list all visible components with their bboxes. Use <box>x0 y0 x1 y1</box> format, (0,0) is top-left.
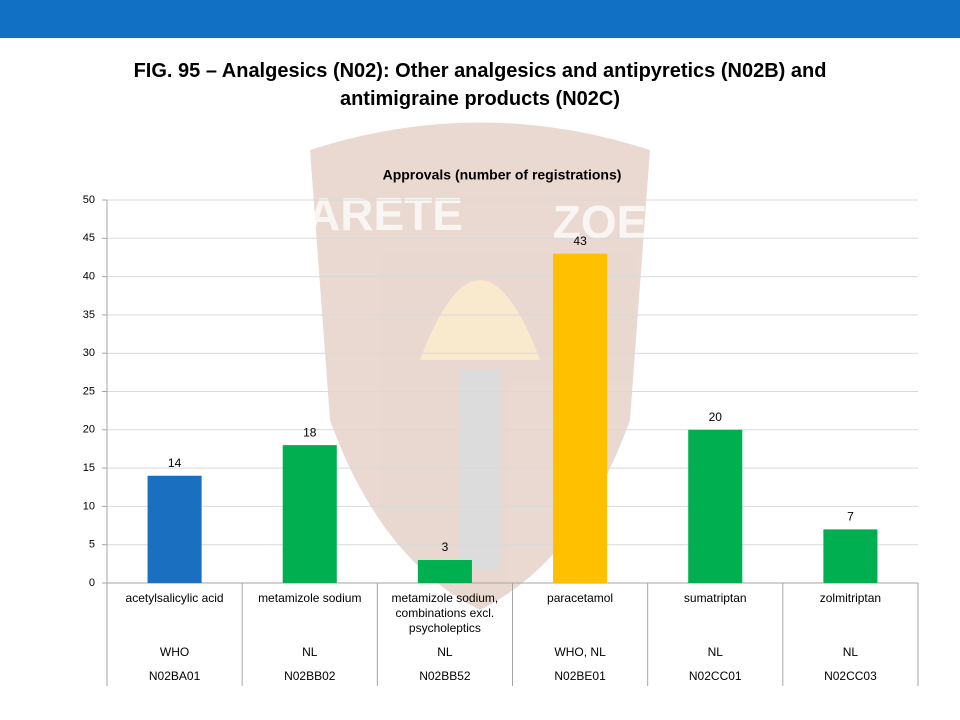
y-tick-label: 25 <box>83 385 95 397</box>
code-label: N02CC01 <box>689 669 742 683</box>
x-tick-label: paracetamol <box>547 591 613 605</box>
x-tick-label: sumatriptan <box>684 591 747 605</box>
y-tick-label: 5 <box>89 539 95 551</box>
code-label: N02CC03 <box>824 669 877 683</box>
data-label: 20 <box>709 410 723 424</box>
bar <box>823 529 878 583</box>
top-banner <box>0 0 960 38</box>
source-label: NL <box>437 645 453 659</box>
watermark-text: ZOE <box>553 196 648 248</box>
x-tick-label: metamizole sodium <box>258 591 361 605</box>
chart-title: Approvals (number of registrations) <box>383 167 622 183</box>
x-tick-label: metamizole sodium, combinations excl. psyc… <box>392 591 499 635</box>
bar <box>688 429 743 583</box>
data-label: 3 <box>442 540 449 554</box>
y-tick-label: 45 <box>83 232 95 244</box>
x-tick-label: zolmitriptan <box>820 591 881 605</box>
data-label: 18 <box>303 425 317 439</box>
watermark-text: ARETE <box>307 188 463 240</box>
bar <box>282 445 337 583</box>
y-tick-label: 20 <box>83 424 95 436</box>
x-tick-label: acetylsalicylic acid <box>126 591 224 605</box>
bar <box>147 475 202 583</box>
data-label: 43 <box>573 234 587 248</box>
code-label: N02BB52 <box>419 669 471 683</box>
source-label: NL <box>843 645 859 659</box>
code-label: N02BE01 <box>554 669 606 683</box>
code-label: N02BB02 <box>284 669 336 683</box>
y-tick-label: 15 <box>83 462 95 474</box>
source-label: WHO <box>160 645 189 659</box>
code-label: N02BA01 <box>149 669 201 683</box>
data-label: 7 <box>847 510 854 524</box>
y-tick-label: 50 <box>83 194 95 206</box>
bar <box>417 560 472 583</box>
source-label: WHO, NL <box>554 645 606 659</box>
source-label: NL <box>708 645 724 659</box>
y-tick-label: 35 <box>83 309 95 321</box>
y-tick-label: 40 <box>83 271 95 283</box>
bar <box>553 253 608 583</box>
slide-title: FIG. 95 – Analgesics (N02): Other analge… <box>134 60 827 110</box>
y-tick-label: 10 <box>83 500 95 512</box>
y-tick-label: 30 <box>83 347 95 359</box>
y-tick-label: 0 <box>89 577 95 589</box>
data-label: 14 <box>168 456 182 470</box>
source-label: NL <box>302 645 318 659</box>
